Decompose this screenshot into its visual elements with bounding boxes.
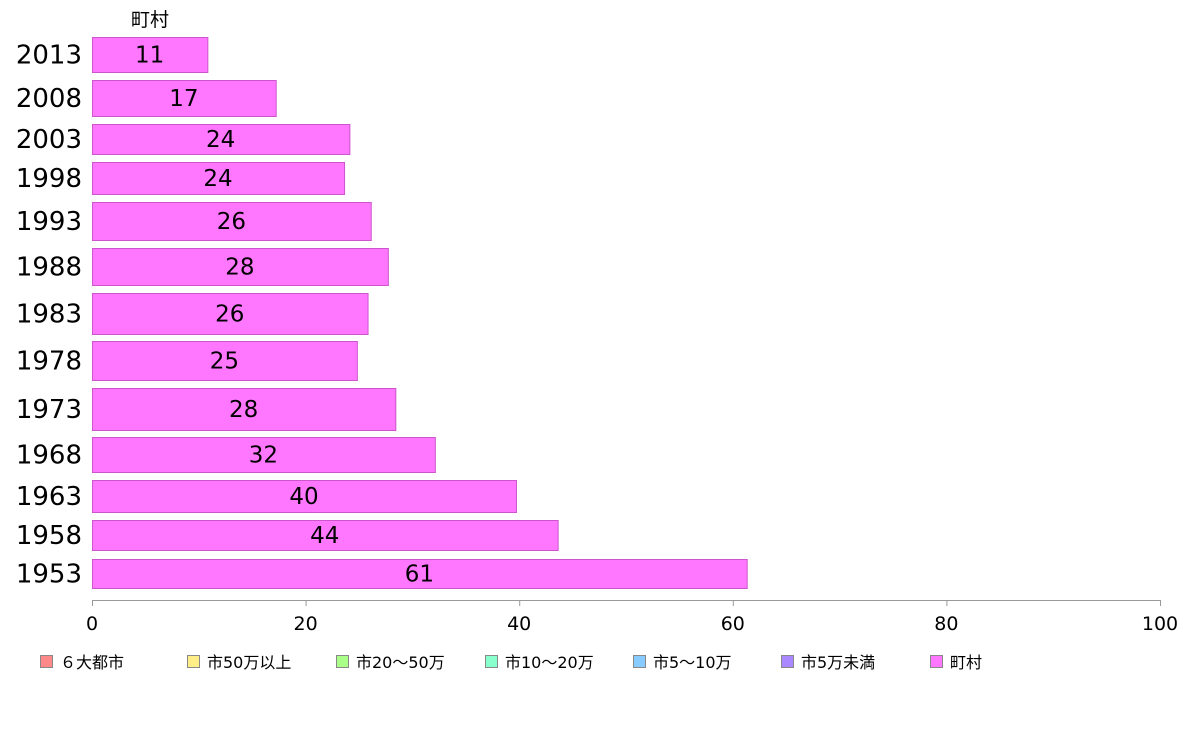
- bar-1973: [92, 388, 397, 431]
- x-tick-label-40: 40: [507, 613, 531, 635]
- x-tick-label-0: 0: [86, 613, 98, 635]
- value-label-2013: 11: [135, 43, 164, 69]
- bar-1968: [92, 437, 436, 473]
- legend-swatch-2: [336, 655, 349, 668]
- bar-1953: [92, 559, 748, 589]
- category-label-2013: 2013: [16, 41, 82, 71]
- category-label-1988: 1988: [16, 253, 82, 283]
- bar-1963: [92, 480, 517, 513]
- legend-swatch-1: [187, 655, 200, 668]
- category-label-1963: 1963: [16, 482, 82, 512]
- x-tick-label-80: 80: [934, 613, 958, 635]
- legend-label-6: 町村: [950, 653, 982, 672]
- legend-label-5: 市5万未満: [801, 653, 875, 672]
- value-label-1978: 25: [210, 349, 239, 375]
- legend-swatch-4: [633, 655, 646, 668]
- category-label-2008: 2008: [16, 84, 82, 114]
- legend-swatch-6: [930, 655, 943, 668]
- bar-1998: [92, 162, 346, 195]
- category-label-1973: 1973: [16, 395, 82, 425]
- bar-1993: [92, 202, 372, 241]
- category-label-1983: 1983: [16, 300, 82, 330]
- category-label-1978: 1978: [16, 347, 82, 377]
- legend-label-0: ６大都市: [60, 653, 124, 672]
- bar-1958: [92, 520, 559, 551]
- category-label-1993: 1993: [16, 207, 82, 237]
- value-label-1988: 28: [225, 255, 254, 281]
- category-label-1953: 1953: [16, 560, 82, 590]
- value-label-1968: 32: [249, 443, 278, 469]
- value-label-2008: 17: [169, 86, 198, 112]
- category-label-1968: 1968: [16, 441, 82, 471]
- legend-swatch-5: [781, 655, 794, 668]
- legend-swatch-0: [40, 655, 53, 668]
- legend-label-1: 市50万以上: [207, 653, 291, 672]
- x-tick-label-100: 100: [1142, 613, 1178, 635]
- bar-1983: [92, 293, 369, 335]
- bar-2013: [92, 37, 209, 73]
- category-label-1998: 1998: [16, 164, 82, 194]
- value-label-1993: 26: [217, 209, 246, 235]
- bar-1988: [92, 248, 389, 286]
- legend-label-2: 市20〜50万: [356, 653, 445, 672]
- legend-swatch-3: [485, 655, 498, 668]
- value-label-1973: 28: [229, 397, 258, 423]
- value-label-1983: 26: [215, 302, 244, 328]
- category-label-2003: 2003: [16, 125, 82, 155]
- x-tick-label-60: 60: [721, 613, 745, 635]
- series-header-label: 町村: [131, 9, 169, 31]
- bar-2008: [92, 80, 277, 117]
- value-label-2003: 24: [206, 127, 235, 153]
- category-label-1958: 1958: [16, 521, 82, 551]
- value-label-1963: 40: [289, 484, 318, 510]
- value-label-1953: 61: [405, 562, 434, 588]
- x-tick-label-20: 20: [294, 613, 318, 635]
- value-label-1958: 44: [310, 523, 339, 549]
- legend-label-3: 市10〜20万: [505, 653, 594, 672]
- legend-label-4: 市5〜10万: [653, 653, 732, 672]
- bar-1978: [92, 341, 358, 381]
- value-label-1998: 24: [203, 166, 232, 192]
- bar-2003: [92, 124, 351, 155]
